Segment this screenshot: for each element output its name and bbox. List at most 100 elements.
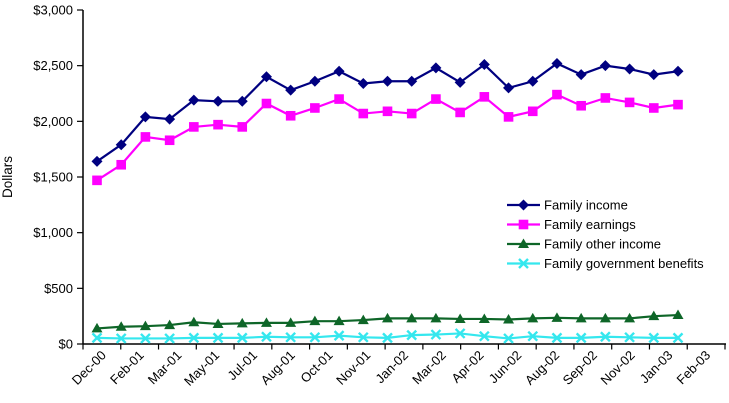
square-marker-icon <box>382 106 393 117</box>
series-family-earnings <box>92 89 683 186</box>
x-marker-icon <box>672 332 684 344</box>
x-axis-tick-label: Nov-01 <box>333 348 373 388</box>
x-axis-tick-label: Feb-01 <box>107 348 147 388</box>
x-axis-tick-label: Jul-01 <box>224 348 260 384</box>
square-marker-icon <box>479 92 490 102</box>
x-axis-tick-label: Mar-02 <box>409 348 449 388</box>
triangle-up-marker-icon <box>672 309 684 320</box>
triangle-up-marker-icon <box>236 317 248 328</box>
triangle-up-marker-icon <box>260 317 272 327</box>
y-axis-tick-label: $500 <box>44 281 73 296</box>
legend-square-marker-icon <box>518 219 529 230</box>
square-marker-icon <box>406 108 417 119</box>
legend-item-family-income: Family income <box>507 198 628 213</box>
diamond-marker-icon <box>309 75 321 87</box>
diamond-marker-icon <box>188 94 200 106</box>
diamond-marker-icon <box>333 65 345 77</box>
triangle-up-marker-icon <box>454 313 466 323</box>
diamond-marker-icon <box>454 76 466 88</box>
triangle-up-marker-icon <box>309 315 321 326</box>
triangle-up-marker-icon <box>333 315 345 326</box>
diamond-marker-icon <box>478 59 490 71</box>
triangle-up-marker-icon <box>188 316 200 327</box>
x-marker-icon <box>382 332 393 344</box>
x-axis-tick-label: Nov-02 <box>597 348 637 388</box>
x-marker-icon <box>430 329 442 340</box>
diamond-marker-icon <box>139 111 151 123</box>
x-marker-icon <box>115 333 127 344</box>
y-axis-tick-label: $0 <box>59 337 73 352</box>
x-axis-tick-label: Jan-02 <box>372 348 411 387</box>
x-marker-icon <box>261 331 272 343</box>
square-marker-icon <box>576 100 586 111</box>
diamond-marker-icon <box>91 155 103 167</box>
x-marker-icon <box>600 331 611 343</box>
diamond-marker-icon <box>648 69 660 81</box>
x-axis-tick-label: Feb-03 <box>673 348 713 388</box>
legend: Family income Family earnings Family other… <box>507 198 704 271</box>
triangle-up-marker-icon <box>139 320 151 331</box>
series-family-government-benefits <box>91 328 684 344</box>
triangle-up-marker-icon <box>503 314 515 324</box>
x-marker-icon <box>91 332 103 344</box>
y-axis-tick-label: $2,000 <box>33 114 73 129</box>
legend-item-family-government-benefits: Family government benefits <box>507 256 704 271</box>
diamond-marker-icon <box>115 139 127 151</box>
x-axis-tick-label: Apr-02 <box>448 348 486 386</box>
x-axis-tick-label: Aug-01 <box>258 348 298 388</box>
diamond-marker-icon <box>503 82 515 94</box>
diamond-marker-icon <box>164 113 176 125</box>
square-marker-icon <box>310 103 320 113</box>
triangle-up-marker-icon <box>382 312 393 323</box>
x-marker-icon <box>188 332 200 344</box>
series-family-income <box>91 57 684 167</box>
x-marker-icon <box>527 330 539 342</box>
square-marker-icon <box>285 110 296 121</box>
y-axis-tick-label: $1,000 <box>33 225 73 240</box>
x-marker-icon <box>454 328 466 339</box>
square-marker-icon <box>358 108 369 119</box>
square-marker-icon <box>164 135 175 146</box>
legend-label: Family government benefits <box>544 256 704 271</box>
triangle-up-marker-icon <box>91 322 103 333</box>
triangle-up-marker-icon <box>212 318 224 328</box>
legend-label: Family earnings <box>544 217 636 232</box>
x-marker-icon <box>503 333 514 344</box>
square-marker-icon <box>624 97 635 108</box>
square-marker-icon <box>527 106 538 117</box>
x-marker-icon <box>285 331 297 343</box>
square-marker-icon <box>116 159 127 170</box>
triangle-up-marker-icon <box>430 312 442 323</box>
x-axis-tick-label: Jan-03 <box>637 348 676 387</box>
y-axis-tick-label: $3,000 <box>33 3 73 18</box>
x-axis-tick-label: Jun-02 <box>486 348 525 387</box>
legend-label: Family income <box>544 198 628 213</box>
square-marker-icon <box>552 89 562 100</box>
diamond-marker-icon <box>406 75 418 87</box>
y-axis-tick-label: $2,500 <box>33 58 73 73</box>
x-axis-tick-label: Sep-02 <box>560 348 600 388</box>
diamond-marker-icon <box>551 57 563 69</box>
x-marker-icon <box>624 331 635 343</box>
x-marker-icon <box>140 333 151 344</box>
triangle-up-marker-icon <box>624 312 636 323</box>
x-axis-tick-label: Dec-00 <box>69 348 109 388</box>
x-marker-icon <box>212 332 224 344</box>
x-marker-icon <box>236 332 248 344</box>
x-axis-tick-label: Oct-01 <box>297 348 335 386</box>
square-marker-icon <box>140 132 151 142</box>
triangle-up-marker-icon <box>551 312 563 322</box>
diamond-marker-icon <box>357 77 369 89</box>
x-marker-icon <box>406 329 418 341</box>
square-marker-icon <box>455 107 465 118</box>
square-marker-icon <box>92 175 102 186</box>
diamond-marker-icon <box>575 69 587 81</box>
triangle-up-marker-icon <box>164 319 176 330</box>
diamond-marker-icon <box>285 84 297 96</box>
square-marker-icon <box>431 94 441 104</box>
x-marker-icon <box>309 331 321 343</box>
triangle-up-marker-icon <box>575 312 587 323</box>
x-marker-icon <box>648 332 660 344</box>
x-marker-icon <box>164 333 175 344</box>
